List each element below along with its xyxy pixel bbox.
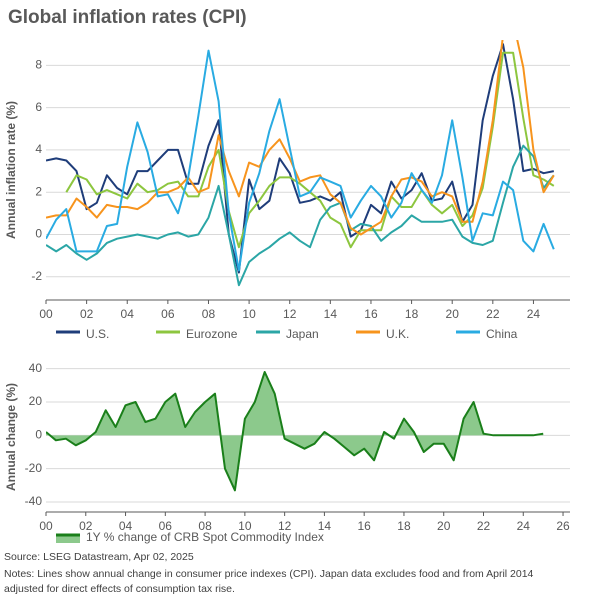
y-tick-label: 20 (29, 394, 43, 408)
x-tick-label: 20 (446, 307, 460, 321)
x-tick-label: 22 (477, 519, 491, 533)
area-fill (46, 372, 544, 491)
note-line: Notes: Lines show annual change in consu… (4, 568, 534, 580)
x-tick-label: 24 (517, 519, 531, 533)
legend-label: Japan (286, 327, 319, 341)
y-tick-label: 40 (29, 361, 43, 375)
legend-label: Eurozone (186, 327, 238, 341)
x-tick-label: 02 (80, 307, 94, 321)
plot-area (46, 40, 555, 287)
x-tick-label: 16 (364, 307, 378, 321)
legend-label: U.K. (386, 327, 409, 341)
x-tick-label: 04 (121, 307, 135, 321)
x-tick-label: 02 (79, 519, 93, 533)
x-tick-label: 06 (159, 519, 173, 533)
x-tick-label: 00 (39, 519, 53, 533)
x-tick-label: 16 (357, 519, 371, 533)
x-tick-label: 06 (161, 307, 175, 321)
source: Source: LSEG Datastream, Apr 02, 2025 (4, 551, 194, 563)
y-tick-label: -20 (25, 461, 43, 475)
x-tick-label: 12 (283, 307, 297, 321)
series-line (46, 43, 555, 274)
legend-label: U.S. (86, 327, 109, 341)
y-tick-label: 8 (35, 58, 42, 72)
series-line (46, 49, 555, 272)
x-tick-label: 10 (238, 519, 252, 533)
x-tick-label: 08 (198, 519, 212, 533)
note-line: adjusted for direct effects of consumpti… (4, 583, 235, 595)
y-tick-label: 0 (35, 428, 42, 442)
x-tick-label: 20 (437, 519, 451, 533)
x-tick-label: 04 (119, 519, 133, 533)
y-tick-label: -40 (25, 494, 43, 508)
x-tick-label: 14 (324, 307, 338, 321)
x-tick-label: 10 (242, 307, 256, 321)
legend-swatch (56, 535, 80, 543)
x-tick-label: 14 (318, 519, 332, 533)
x-tick-label: 08 (202, 307, 216, 321)
x-tick-label: 12 (278, 519, 292, 533)
y-tick-label: 2 (35, 184, 42, 198)
x-tick-label: 24 (527, 307, 541, 321)
y-tick-label: -2 (31, 269, 42, 283)
y-tick-label: 0 (35, 227, 42, 241)
y-axis-label: Annual inflation rate (%) (4, 101, 18, 239)
y-tick-label: 4 (35, 142, 42, 156)
chart-title: Global inflation rates (CPI) (8, 7, 247, 28)
x-tick-label: 22 (486, 307, 500, 321)
y-axis-label: Annual change (%) (4, 383, 18, 491)
legend-label: 1Y % change of CRB Spot Commodity Index (86, 530, 324, 544)
x-tick-label: 18 (397, 519, 411, 533)
x-tick-label: 00 (39, 307, 53, 321)
y-tick-label: 6 (35, 100, 42, 114)
x-tick-label: 26 (556, 519, 570, 533)
x-tick-label: 18 (405, 307, 419, 321)
series-line (46, 144, 555, 287)
legend-label: China (486, 327, 518, 341)
series-line (46, 371, 544, 492)
plot-area (46, 371, 544, 492)
